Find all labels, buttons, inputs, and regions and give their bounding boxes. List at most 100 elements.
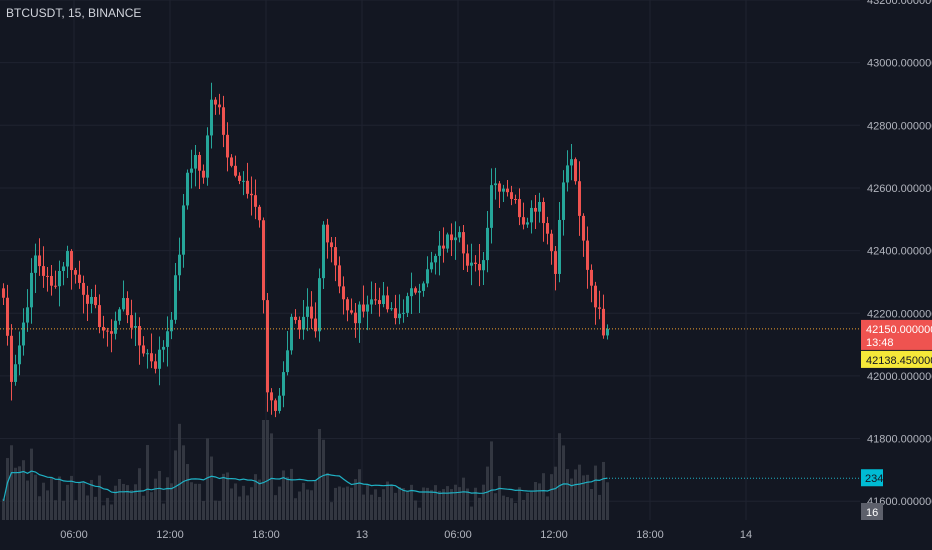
candle-body [354, 312, 357, 324]
volume-bar [174, 450, 177, 520]
volume-bar [242, 485, 245, 520]
volume-bar [202, 500, 205, 520]
time-tick-label: 13 [356, 529, 368, 541]
volume-bar [498, 476, 501, 520]
volume-bar [298, 491, 301, 520]
volume-bar [178, 423, 181, 520]
volume-bar [158, 470, 161, 520]
volume-bar [482, 484, 485, 520]
candle-body [270, 392, 273, 401]
volume-bar [562, 445, 565, 520]
candle-body [450, 234, 453, 241]
candle-body [506, 188, 509, 193]
candle-body [222, 107, 225, 135]
volume-bar [218, 500, 221, 520]
candle-body [214, 99, 217, 105]
candle-body [498, 183, 501, 192]
candle-body [30, 272, 33, 308]
volume-bar [262, 420, 265, 520]
candle-body [174, 275, 177, 320]
time-tick-label: 18:00 [252, 529, 280, 541]
volume-bar [354, 479, 357, 520]
candle-body [434, 255, 437, 263]
candle-body [210, 99, 213, 136]
secondary-price-value: 42138.45000000 [866, 355, 932, 367]
time-axis[interactable]: 06:00 12:00 18:00 13 06:00 12:00 18:00 14 [60, 529, 752, 541]
bar-countdown: 13:48 [866, 337, 894, 349]
last-price-tag: 42150.0000000013:48 [861, 319, 932, 350]
volume-bars [2, 420, 609, 520]
candle-body [138, 326, 141, 346]
volume-bar [258, 479, 261, 520]
candle-body [6, 297, 9, 336]
volume-bar [302, 482, 305, 520]
volume-bar [122, 483, 125, 520]
last-price-tag-bg [861, 319, 932, 350]
candle-body [18, 345, 21, 365]
candle-body [466, 253, 469, 266]
volume-bar [102, 505, 105, 520]
chart-title: BTCUSDT, 15, BINANCE [6, 6, 142, 20]
candle-body [62, 266, 65, 271]
candle-body [190, 168, 193, 173]
candle-body [534, 207, 537, 212]
volume-bar [54, 500, 57, 520]
candle-body [502, 188, 505, 192]
price-tick-label: 42200.00000000 [867, 308, 932, 320]
volume-bar [206, 438, 209, 520]
candle-body [314, 318, 317, 332]
candle-body [66, 251, 69, 267]
volume-bar [282, 470, 285, 520]
candle-body [158, 349, 161, 369]
volume-bar [150, 492, 153, 520]
candle-body [254, 195, 257, 207]
candle-body [302, 316, 305, 330]
volume-bar [534, 481, 537, 520]
candle-body [586, 240, 589, 270]
volume-bar [374, 489, 377, 520]
volume-bar [2, 498, 5, 520]
candle-body [410, 288, 413, 297]
volume-value: 16 [866, 507, 878, 519]
volume-bar [594, 465, 597, 520]
volume-bar [530, 491, 533, 520]
volume-bar [430, 489, 433, 520]
volume-bar [222, 473, 225, 520]
candle-body [250, 193, 253, 196]
last-price-value: 42150.00000000 [866, 324, 932, 336]
candle-body [482, 260, 485, 271]
candle-body [390, 308, 393, 310]
volume-bar [146, 445, 149, 520]
volume-bar [514, 503, 517, 520]
volume-bar [278, 486, 281, 520]
candle-body [182, 205, 185, 255]
volume-bar [162, 503, 165, 520]
candle-body [422, 283, 425, 291]
candle-body [334, 247, 337, 266]
candle-body [566, 165, 569, 183]
time-tick-label: 06:00 [60, 529, 88, 541]
volume-bar [74, 500, 77, 520]
volume-bar [406, 490, 409, 520]
candle-body [46, 275, 49, 277]
candle-body [318, 278, 321, 332]
candle-body [478, 264, 481, 271]
candle-body [94, 296, 97, 306]
price-axis-background[interactable] [860, 0, 932, 550]
candle-body [562, 182, 565, 220]
candle-body [178, 254, 181, 276]
volume-bar [314, 480, 317, 520]
price-axis[interactable]: 43200.00000000 43000.00000000 42800.000000… [867, 0, 932, 508]
volume-bar [170, 483, 173, 520]
candle-body [54, 285, 57, 287]
candle-body [38, 255, 41, 267]
price-tick-label: 42000.00000000 [867, 371, 932, 383]
volume-bar [70, 475, 73, 520]
price-tags: 42150.0000000013:48 42138.45000000 234 16 [861, 319, 932, 520]
volume-bar [226, 472, 229, 520]
volume-bar [402, 487, 405, 520]
volume-bar [602, 461, 605, 520]
volume-bar [58, 476, 61, 520]
